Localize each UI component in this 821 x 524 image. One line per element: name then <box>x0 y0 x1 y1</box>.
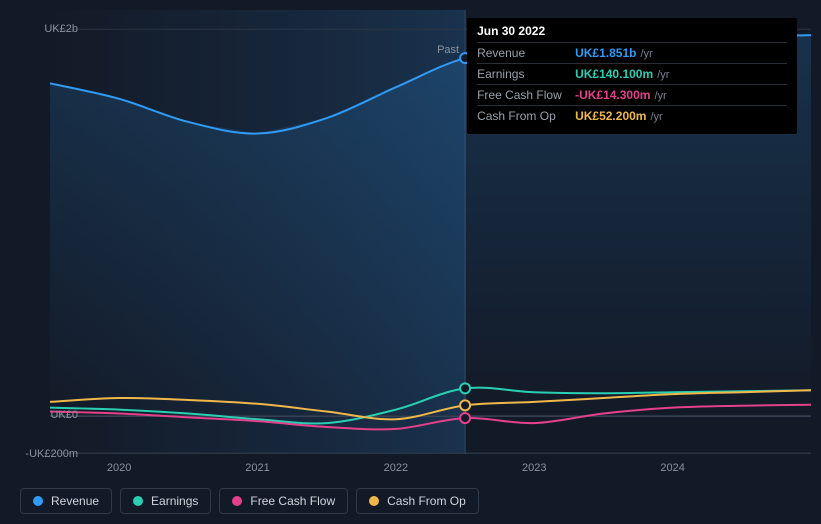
legend-label: Revenue <box>51 494 99 508</box>
tooltip-row-label: Cash From Op <box>477 109 575 123</box>
chart-tooltip: Jun 30 2022 Revenue UK£1.851b /yrEarning… <box>467 18 797 134</box>
x-axis-label: 2023 <box>522 462 546 474</box>
tooltip-row: Cash From Op UK£52.200m /yr <box>477 105 787 126</box>
tooltip-row-unit: /yr <box>657 69 669 81</box>
financial-forecast-chart: Past Analysts Forecasts UK£2bUK£0-UK£200… <box>20 10 811 514</box>
tooltip-row-value: UK£52.200m <box>575 109 646 123</box>
legend-item[interactable]: Free Cash Flow <box>219 488 348 514</box>
tooltip-row-label: Free Cash Flow <box>477 88 575 102</box>
chart-legend: Revenue Earnings Free Cash Flow Cash Fro… <box>20 488 479 514</box>
tooltip-row-label: Revenue <box>477 46 575 60</box>
y-axis-label: UK£0 <box>50 409 78 421</box>
x-axis-label: 2020 <box>107 462 131 474</box>
y-axis-label: -UK£200m <box>25 448 78 460</box>
tooltip-row-unit: /yr <box>654 90 666 102</box>
tooltip-row-unit: /yr <box>650 111 662 123</box>
tooltip-row: Earnings UK£140.100m /yr <box>477 63 787 84</box>
legend-item[interactable]: Cash From Op <box>356 488 479 514</box>
legend-dot-icon <box>369 496 379 506</box>
legend-dot-icon <box>133 496 143 506</box>
tooltip-row-value: -UK£14.300m <box>575 88 650 102</box>
y-axis-label: UK£2b <box>44 23 78 35</box>
tooltip-row-label: Earnings <box>477 67 575 81</box>
past-label: Past <box>437 44 459 56</box>
tooltip-row-value: UK£1.851b <box>575 46 636 60</box>
tooltip-row: Free Cash Flow -UK£14.300m /yr <box>477 84 787 105</box>
legend-dot-icon <box>232 496 242 506</box>
legend-label: Earnings <box>151 494 198 508</box>
legend-item[interactable]: Earnings <box>120 488 211 514</box>
tooltip-row-value: UK£140.100m <box>575 67 653 81</box>
x-axis-label: 2024 <box>660 462 684 474</box>
legend-dot-icon <box>33 496 43 506</box>
legend-label: Cash From Op <box>387 494 466 508</box>
tooltip-row: Revenue UK£1.851b /yr <box>477 42 787 63</box>
x-axis-label: 2021 <box>245 462 269 474</box>
tooltip-row-unit: /yr <box>640 48 652 60</box>
legend-item[interactable]: Revenue <box>20 488 112 514</box>
tooltip-date: Jun 30 2022 <box>477 24 787 42</box>
legend-label: Free Cash Flow <box>250 494 335 508</box>
x-axis-label: 2022 <box>384 462 408 474</box>
